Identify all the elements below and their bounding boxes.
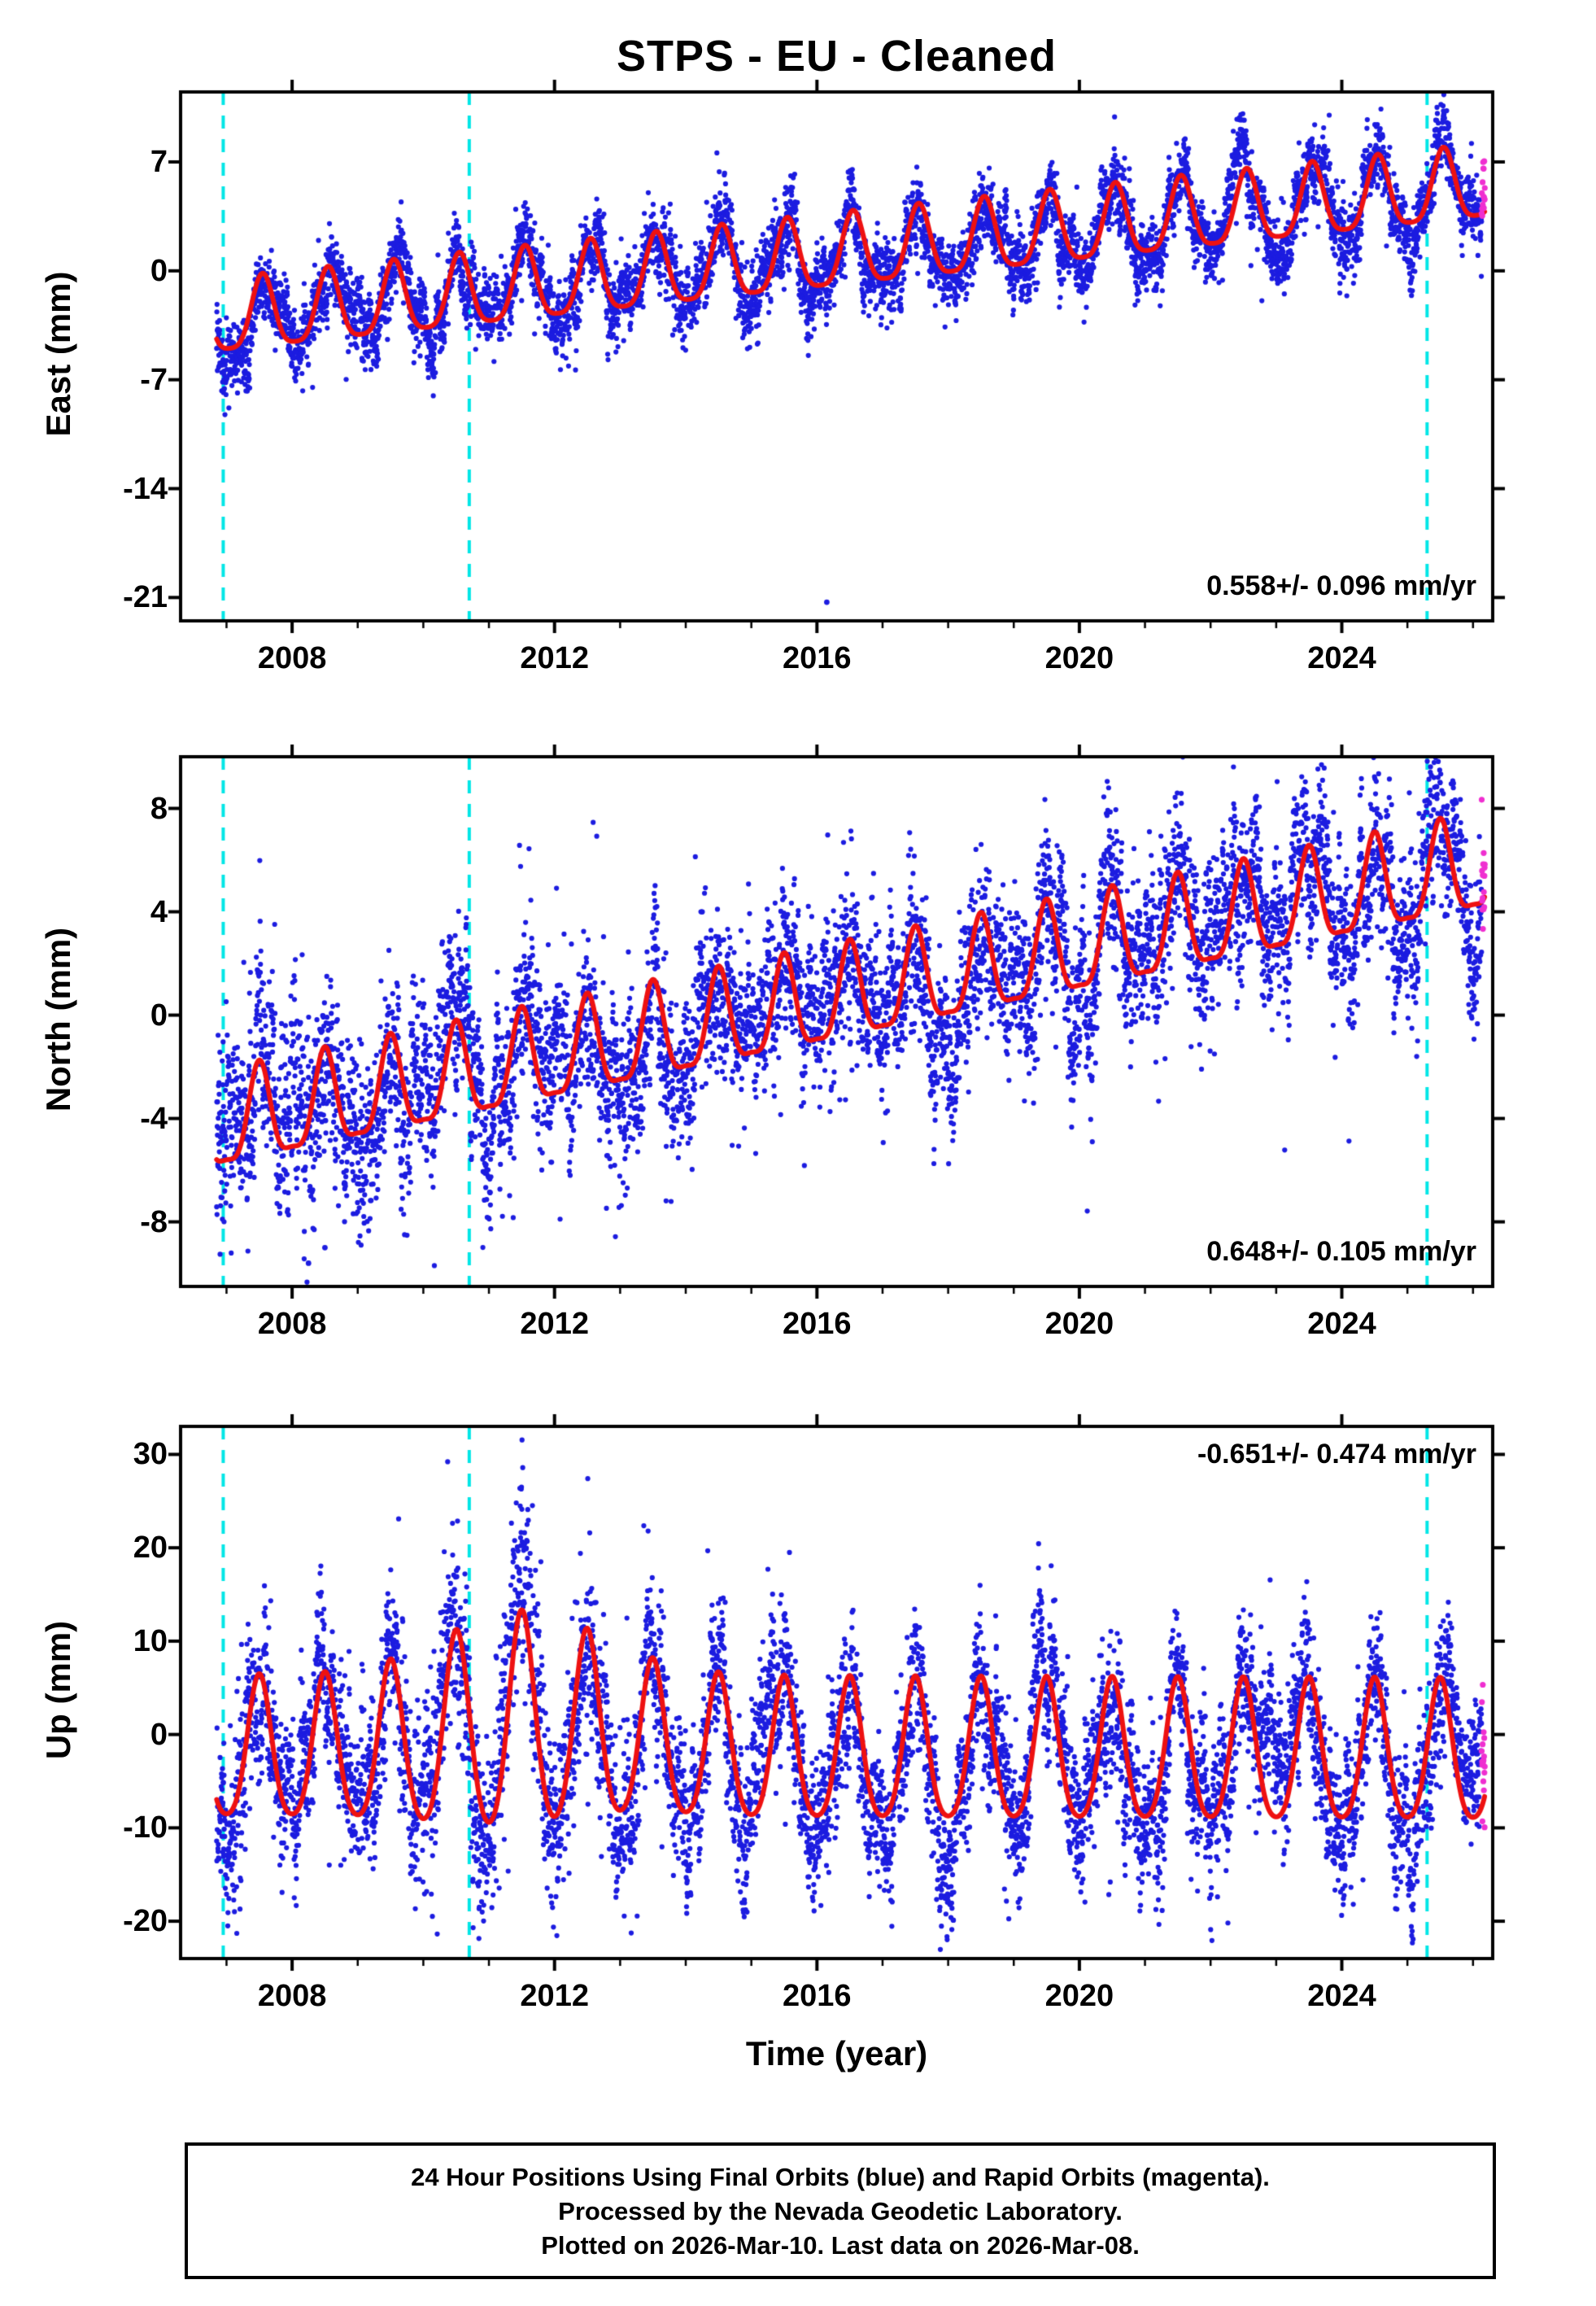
x-tick-label: 2020	[1044, 641, 1114, 675]
y-tick-label: 4	[150, 894, 168, 929]
y-tick-label: 0	[150, 1717, 168, 1752]
y-tick-label: -7	[140, 362, 168, 397]
y-tick-label: 30	[133, 1437, 168, 1472]
caption-line-plotted: Plotted on 2026-Mar-10. Last data on 202…	[541, 2231, 1140, 2260]
caption-line-processed: Processed by the Nevada Geodetic Laborat…	[558, 2197, 1123, 2225]
east-rate-annotation: 0.558+/- 0.096 mm/yr	[1206, 570, 1476, 601]
y-tick-label: 7	[150, 145, 168, 180]
x-tick-label: 2012	[520, 1307, 589, 1341]
x-tick-label: 2008	[257, 1307, 327, 1341]
x-tick-label: 2012	[520, 641, 589, 675]
x-tick-label: 2016	[783, 1979, 852, 2013]
x-tick-label: 2016	[783, 641, 852, 675]
caption-box: 24 Hour Positions Using Final Orbits (bl…	[185, 2142, 1496, 2279]
y-tick-label: -10	[123, 1810, 168, 1845]
caption-line-orbits: 24 Hour Positions Using Final Orbits (bl…	[411, 2163, 1270, 2191]
y-tick-label: 10	[133, 1623, 168, 1658]
y-tick-label: -21	[123, 580, 168, 615]
y-tick-label: 0	[150, 253, 168, 288]
north-rate-annotation: 0.648+/- 0.105 mm/yr	[1206, 1236, 1476, 1267]
x-tick-label: 2020	[1044, 1979, 1114, 2013]
y-tick-label: 8	[150, 791, 168, 826]
x-tick-label: 2012	[520, 1979, 589, 2013]
x-tick-label: 2008	[257, 641, 327, 675]
x-tick-label: 2024	[1307, 641, 1376, 675]
x-tick-label: 2020	[1044, 1307, 1114, 1341]
y-tick-label: -20	[123, 1904, 168, 1939]
x-tick-label: 2024	[1307, 1979, 1376, 2013]
up-rate-annotation: -0.651+/- 0.474 mm/yr	[1197, 1439, 1476, 1470]
y-tick-label: -4	[140, 1101, 168, 1136]
plot-title: STPS - EU - Cleaned	[616, 32, 1057, 81]
y-tick-label: 20	[133, 1531, 168, 1566]
x-tick-label: 2008	[257, 1979, 327, 2013]
y-tick-label: 0	[150, 998, 168, 1033]
x-axis-title: Time (year)	[745, 2034, 928, 2072]
x-tick-label: 2016	[783, 1307, 852, 1341]
x-tick-label: 2024	[1307, 1307, 1376, 1341]
y-tick-label: -8	[140, 1204, 168, 1239]
y-tick-label: -14	[123, 471, 168, 506]
